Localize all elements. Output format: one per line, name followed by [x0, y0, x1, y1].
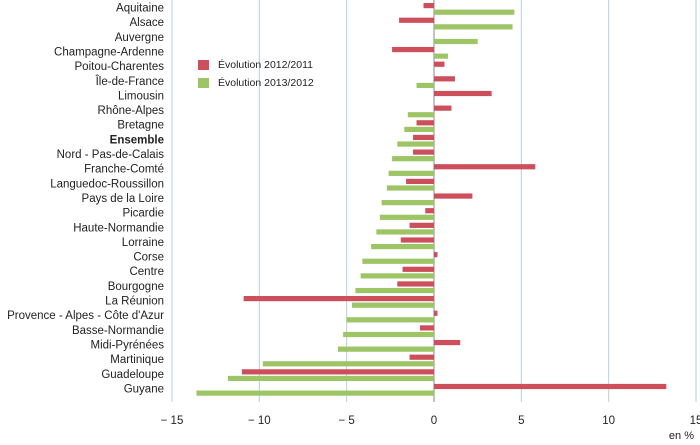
bar-2013-2012: [337, 346, 434, 352]
bar-2012-2011: [397, 281, 434, 287]
category-label: Île-de-France: [95, 75, 164, 88]
x-tick-label: − 15: [161, 415, 184, 427]
bar-2013-2012: [404, 126, 434, 132]
category-label: Languedoc-Roussillon: [50, 178, 164, 190]
x-tick-label: 10: [602, 415, 615, 427]
category-label: Basse-Normandie: [72, 325, 164, 337]
bar-2013-2012: [397, 141, 434, 147]
legend-label-2013-2012: Évolution 2013/2012: [218, 77, 314, 89]
bar-2013-2012: [381, 200, 434, 206]
legend-item-2012-2011: Évolution 2012/2011: [198, 56, 314, 74]
bar-2012-2011: [434, 252, 438, 258]
bar-2012-2011: [416, 120, 434, 126]
category-label: Pays de la Loire: [82, 193, 164, 205]
category-label: Ensemble: [110, 134, 164, 146]
grid-lines: [171, 0, 697, 402]
category-labels: Aquitaine Alsace Auvergne Champagne-Ardenne…: [7, 3, 164, 396]
bar-2012-2011: [423, 3, 434, 9]
legend-item-2013-2012: Évolution 2013/2012: [198, 74, 314, 92]
x-tick-label: − 10: [248, 415, 271, 427]
category-label: Provence - Alpes - Côte d'Azur: [7, 310, 164, 322]
bar-2013-2012: [386, 185, 434, 191]
bar-2012-2011: [434, 61, 445, 67]
category-label: Limousin: [118, 90, 164, 102]
bar-2013-2012: [227, 375, 434, 382]
bar-2012-2011: [434, 310, 438, 316]
x-tick-labels: − 15 − 10 − 5 0 5 10 15: [161, 415, 700, 427]
bar-2012-2011: [434, 76, 455, 82]
x-tick-label: − 5: [339, 415, 355, 427]
category-label: Bourgogne: [108, 281, 164, 293]
legend-swatch-red: [198, 60, 209, 70]
category-label: Auvergne: [115, 32, 164, 44]
legend: Évolution 2012/2011 Évolution 2013/2012: [198, 56, 314, 92]
bar-2013-2012: [360, 273, 434, 279]
bar-2012-2011: [434, 193, 473, 199]
bar-2013-2012: [262, 361, 434, 367]
category-label: Lorraine: [122, 237, 164, 249]
bar-2013-2012: [371, 244, 434, 250]
bar-2013-2012: [343, 331, 434, 338]
category-label: Nord - Pas-de-Calais: [57, 149, 165, 161]
category-label: Martinique: [110, 354, 164, 366]
bar-2012-2011: [406, 178, 434, 184]
bar-2012-2011: [409, 354, 434, 360]
bar-2012-2011: [400, 237, 434, 243]
bar-2012-2011: [434, 105, 452, 111]
bar-2012-2011: [434, 164, 536, 170]
bar-2012-2011: [392, 46, 434, 53]
bar-2013-2012: [196, 390, 434, 396]
bar-2013-2012: [434, 38, 478, 45]
bar-2013-2012: [379, 214, 434, 220]
category-label: Poitou-Charentes: [75, 61, 165, 73]
category-label: Midi-Pyrénées: [91, 339, 165, 351]
bar-2013-2012: [362, 258, 434, 264]
legend-swatch-green: [198, 78, 209, 88]
bar-2012-2011: [413, 134, 434, 141]
category-label: Champagne-Ardenne: [54, 46, 164, 58]
bar-2012-2011: [425, 208, 434, 214]
bar-2013-2012: [376, 229, 434, 235]
bar-2013-2012: [351, 302, 434, 308]
bars: [196, 3, 667, 396]
bar-2012-2011: [413, 149, 434, 155]
bar-2013-2012: [407, 112, 434, 118]
bar-2012-2011: [434, 383, 667, 390]
category-label: Guyane: [124, 383, 164, 395]
category-label: Alsace: [129, 17, 164, 29]
bar-2013-2012: [346, 317, 434, 323]
bar-2012-2011: [402, 266, 434, 272]
bar-2012-2011: [409, 222, 434, 228]
category-label: Corse: [133, 252, 164, 264]
x-tick-label: 5: [518, 415, 524, 427]
category-label: Picardie: [122, 208, 164, 220]
x-axis-unit-label: en %: [668, 430, 694, 442]
category-label: Haute-Normandie: [73, 222, 164, 234]
bar-2012-2011: [243, 296, 434, 302]
bar-2012-2011: [434, 339, 461, 346]
bar-2013-2012: [434, 9, 515, 15]
bar-2013-2012: [416, 82, 434, 89]
category-label: La Réunion: [105, 296, 164, 308]
bar-2013-2012: [355, 287, 434, 294]
category-label: Franche-Comté: [84, 164, 164, 176]
bar-2012-2011: [399, 17, 434, 23]
bar-2012-2011: [420, 325, 434, 331]
x-tick-label: 15: [690, 415, 700, 427]
category-label: Aquitaine: [116, 3, 164, 15]
x-tick-label: 0: [431, 415, 437, 427]
category-label: Guadeloupe: [101, 369, 164, 381]
bar-2013-2012: [388, 170, 434, 176]
bar-2013-2012: [434, 24, 513, 30]
bar-2012-2011: [241, 369, 434, 375]
bar-2013-2012: [434, 53, 448, 59]
bar-2012-2011: [434, 90, 492, 97]
category-label: Rhône-Alpes: [98, 105, 165, 117]
bar-2013-2012: [392, 156, 434, 162]
legend-label-2012-2011: Évolution 2012/2011: [218, 59, 313, 71]
category-label: Centre: [129, 266, 164, 278]
category-label: Bretagne: [117, 120, 164, 132]
